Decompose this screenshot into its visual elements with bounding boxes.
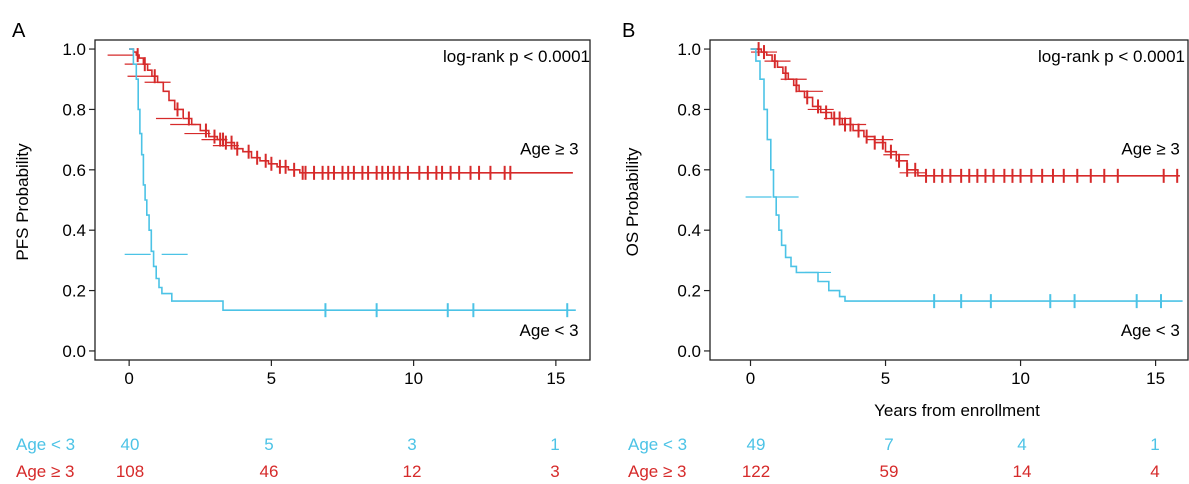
risk-count: 12 bbox=[403, 462, 422, 481]
risk-row-label: Age < 3 bbox=[16, 435, 75, 454]
y-axis-label: OS Probability bbox=[623, 147, 642, 256]
x-tick-label: 15 bbox=[546, 369, 565, 388]
logrank-annotation: log-rank p < 0.0001 bbox=[443, 47, 590, 66]
y-tick-label: 0.4 bbox=[677, 221, 701, 240]
plot-frame bbox=[94, 39, 591, 361]
y-tick-label: 0.0 bbox=[62, 342, 86, 361]
y-tick-label: 0.4 bbox=[62, 221, 86, 240]
y-axis-label: PFS Probability bbox=[13, 143, 32, 261]
risk-count: 108 bbox=[116, 462, 144, 481]
y-tick-label: 1.0 bbox=[677, 40, 701, 59]
plot-area: 0.0 0.2 0.4 0.6 0.8 1.0 0 5 10 15 Age ≥ 3 Age < 3 Ag… bbox=[628, 39, 1189, 481]
survival-curve bbox=[129, 48, 576, 311]
series-label: Age ≥ 3 bbox=[1121, 140, 1179, 159]
risk-count: 7 bbox=[884, 435, 893, 454]
risk-count: 40 bbox=[121, 435, 140, 454]
risk-count: 46 bbox=[260, 462, 279, 481]
y-tick-label: 0.2 bbox=[62, 282, 86, 301]
x-tick-label: 10 bbox=[404, 369, 423, 388]
series-label: Age < 3 bbox=[1121, 321, 1180, 340]
risk-count: 5 bbox=[264, 435, 273, 454]
risk-count: 122 bbox=[742, 462, 770, 481]
y-tick-label: 0.6 bbox=[677, 161, 701, 180]
x-tick-label: 5 bbox=[881, 369, 890, 388]
survival-curve bbox=[750, 48, 1183, 302]
risk-row-label: Age ≥ 3 bbox=[16, 462, 74, 481]
logrank-annotation: log-rank p < 0.0001 bbox=[1038, 47, 1185, 66]
panel-b: B log-rank p < 0.0001 OS Probability Yea… bbox=[622, 20, 1189, 481]
panel-a: A log-rank p < 0.0001 PFS Probability 0.… bbox=[12, 20, 591, 481]
risk-count: 59 bbox=[880, 462, 899, 481]
series-label: Age ≥ 3 bbox=[520, 140, 578, 159]
risk-count: 1 bbox=[1150, 435, 1159, 454]
risk-count: 1 bbox=[550, 435, 559, 454]
y-tick-label: 0.8 bbox=[677, 100, 701, 119]
panel-label: B bbox=[622, 20, 635, 42]
risk-count: 49 bbox=[747, 435, 766, 454]
y-tick-label: 0.0 bbox=[677, 342, 701, 361]
survival-curve bbox=[129, 48, 573, 174]
x-axis-label: Years from enrollment bbox=[874, 401, 1040, 420]
y-tick-label: 0.2 bbox=[677, 282, 701, 301]
panel-label: A bbox=[12, 20, 26, 42]
risk-row-label: Age ≥ 3 bbox=[628, 462, 686, 481]
y-tick-label: 1.0 bbox=[62, 40, 86, 59]
y-tick-label: 0.8 bbox=[62, 100, 86, 119]
x-tick-label: 5 bbox=[267, 369, 276, 388]
risk-count: 3 bbox=[550, 462, 559, 481]
plot-frame bbox=[709, 39, 1189, 361]
x-tick-label: 0 bbox=[746, 369, 755, 388]
risk-row-label: Age < 3 bbox=[628, 435, 687, 454]
y-tick-label: 0.6 bbox=[62, 161, 86, 180]
survival-curve bbox=[750, 48, 1180, 177]
risk-count: 3 bbox=[407, 435, 416, 454]
risk-count: 14 bbox=[1013, 462, 1032, 481]
risk-count: 4 bbox=[1150, 462, 1159, 481]
x-tick-label: 0 bbox=[124, 369, 133, 388]
series-label: Age < 3 bbox=[520, 321, 579, 340]
x-tick-label: 15 bbox=[1146, 369, 1165, 388]
x-tick-label: 10 bbox=[1011, 369, 1030, 388]
risk-count: 4 bbox=[1017, 435, 1026, 454]
